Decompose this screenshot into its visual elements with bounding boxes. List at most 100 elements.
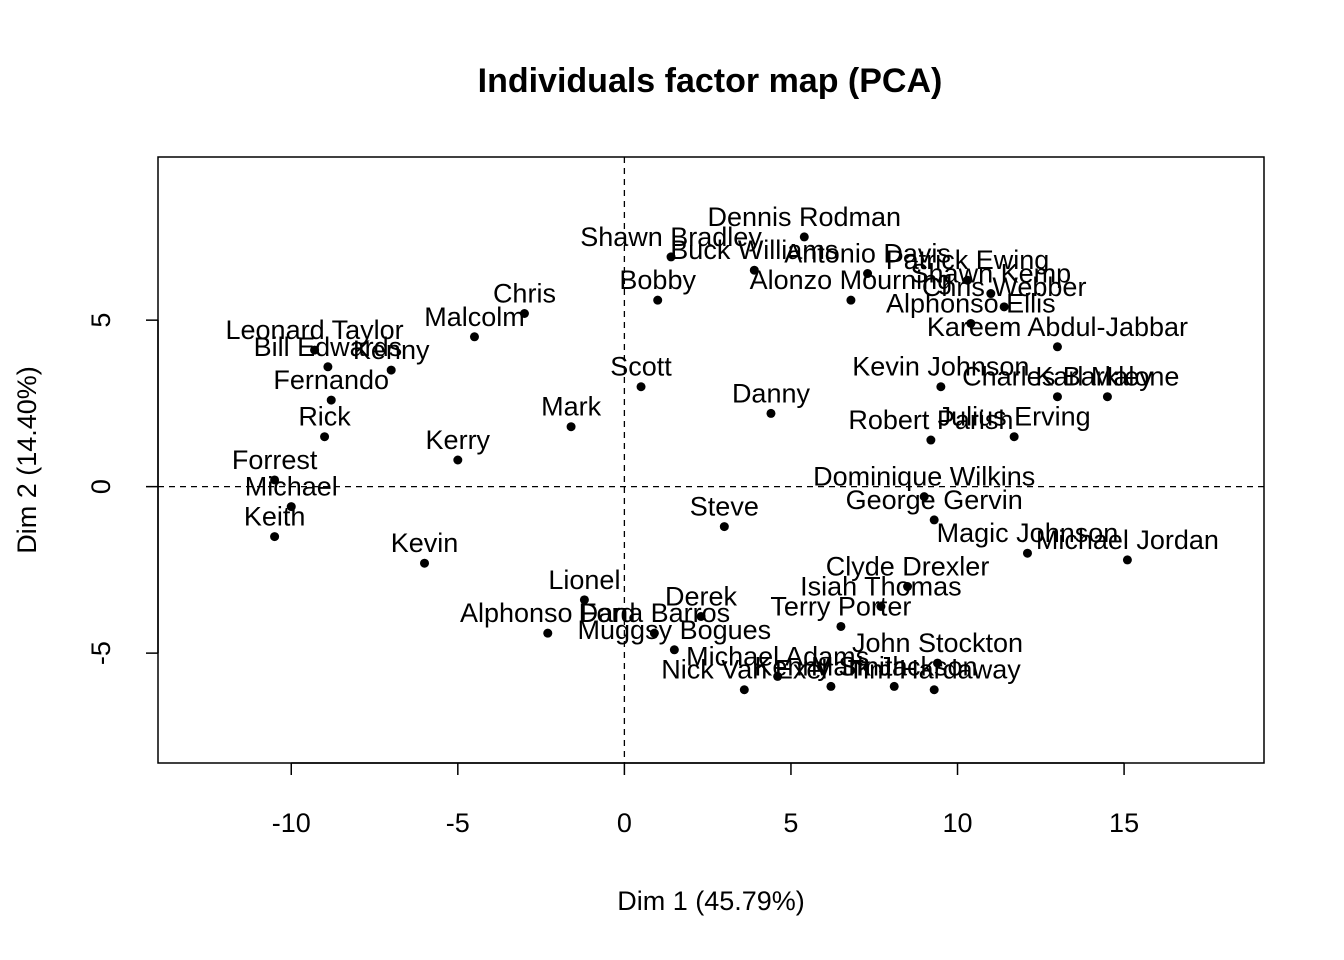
x-tick-label: -10 [272, 808, 311, 838]
data-point [270, 475, 280, 485]
y-tick-label: -5 [86, 641, 116, 665]
data-point [926, 435, 936, 445]
point-label: Bill Edwards [254, 332, 403, 362]
data-point [649, 628, 659, 638]
point-label: Dominique Wilkins [813, 462, 1035, 492]
point-label: Lionel [548, 565, 620, 595]
point-label: Michael Adams [686, 641, 869, 671]
data-point [696, 611, 706, 621]
y-tick-label: 5 [86, 313, 116, 328]
point-label: Tim Hardaway [848, 655, 1022, 685]
point-label: Shawn Bradley [580, 222, 762, 252]
data-point [543, 628, 553, 638]
point-label: Terry Porter [770, 591, 911, 621]
point-label: George Gervin [846, 485, 1023, 515]
data-point [453, 455, 463, 465]
point-label: Patrick Ewing [886, 245, 1050, 275]
point-label: Danny [732, 378, 811, 408]
data-point [326, 395, 336, 405]
data-point [846, 295, 856, 305]
data-point [386, 365, 396, 375]
data-point [739, 685, 749, 695]
point-label: Derek [665, 581, 738, 611]
data-point [579, 595, 589, 605]
point-label: John Stockton [852, 628, 1023, 658]
point-label: Kevin Johnson [852, 352, 1029, 382]
data-point [1022, 548, 1032, 558]
data-point [929, 515, 939, 525]
data-point [666, 252, 676, 262]
point-label: Michael [245, 472, 338, 502]
point-label: Buck Williams [670, 235, 838, 265]
point-label: Antonio Davis [784, 239, 951, 269]
data-point [929, 685, 939, 695]
data-point [889, 681, 899, 691]
data-point [1052, 392, 1062, 402]
y-axis-title: Dim 2 (14.40%) [12, 366, 42, 554]
data-point [799, 232, 809, 242]
point-label: Robert Parish [848, 405, 1013, 435]
data-point [519, 308, 529, 318]
data-point [669, 645, 679, 655]
data-point [1009, 432, 1019, 442]
data-point [766, 408, 776, 418]
point-label: Karl Malone [1035, 362, 1179, 392]
x-tick-label: 0 [617, 808, 632, 838]
point-label: Kareem Abdul-Jabbar [927, 312, 1188, 342]
data-point [1122, 555, 1132, 565]
chart-title: Individuals factor map (PCA) [478, 62, 943, 100]
point-label: Steve [690, 492, 759, 522]
point-label: Kenny [353, 335, 430, 365]
data-point [749, 265, 759, 275]
data-point [986, 289, 996, 299]
point-label: Chris [493, 278, 556, 308]
data-point [966, 318, 976, 328]
data-point [999, 302, 1009, 312]
data-point [636, 382, 646, 392]
y-tick-label: 0 [86, 479, 116, 494]
point-label: Nick Van Exel [661, 655, 827, 685]
x-tick-label: 15 [1109, 808, 1139, 838]
point-label: Julius Erving [938, 402, 1091, 432]
point-label: Forrest [232, 445, 318, 475]
point-label: Kerry [426, 425, 491, 455]
data-point [836, 621, 846, 631]
x-tick-label: 10 [942, 808, 972, 838]
data-point [826, 681, 836, 691]
data-point [323, 362, 333, 372]
point-label: Clyde Drexler [826, 552, 990, 582]
data-point [1102, 392, 1112, 402]
data-point [719, 522, 729, 532]
point-label: Chris Webber [922, 272, 1087, 302]
data-point [653, 295, 663, 305]
data-point [963, 275, 973, 285]
point-label: Magic Johnson [937, 518, 1119, 548]
point-label: Charles Barkley [962, 362, 1153, 392]
data-point [420, 558, 430, 568]
point-label: Kevin [391, 528, 459, 558]
data-point [1052, 342, 1062, 352]
point-label: Alphonso Ford [460, 598, 636, 628]
point-label: Fernando [273, 365, 389, 395]
data-point [863, 269, 873, 279]
data-point [773, 671, 783, 681]
data-point [310, 345, 320, 355]
data-point [270, 532, 280, 542]
data-point [320, 432, 330, 442]
point-label: Rick [298, 402, 351, 432]
point-label: Muggsy Bogues [578, 615, 772, 645]
data-point [936, 382, 946, 392]
point-label: Leonard Taylor [226, 315, 404, 345]
point-label: Malcolm [424, 302, 525, 332]
point-label: Shawn Kemp [911, 259, 1072, 289]
point-label: Alonzo Mourning [750, 265, 953, 295]
x-axis-title: Dim 1 (45.79%) [617, 886, 805, 916]
point-label: Michael Jordan [1036, 525, 1219, 555]
x-axis: -10 -5 0 5 10 15 [272, 762, 1139, 838]
point-label: Bobby [619, 265, 696, 295]
data-point [876, 602, 886, 612]
point-label: Keith [244, 502, 306, 532]
point-label: Dana Barros [579, 598, 731, 628]
